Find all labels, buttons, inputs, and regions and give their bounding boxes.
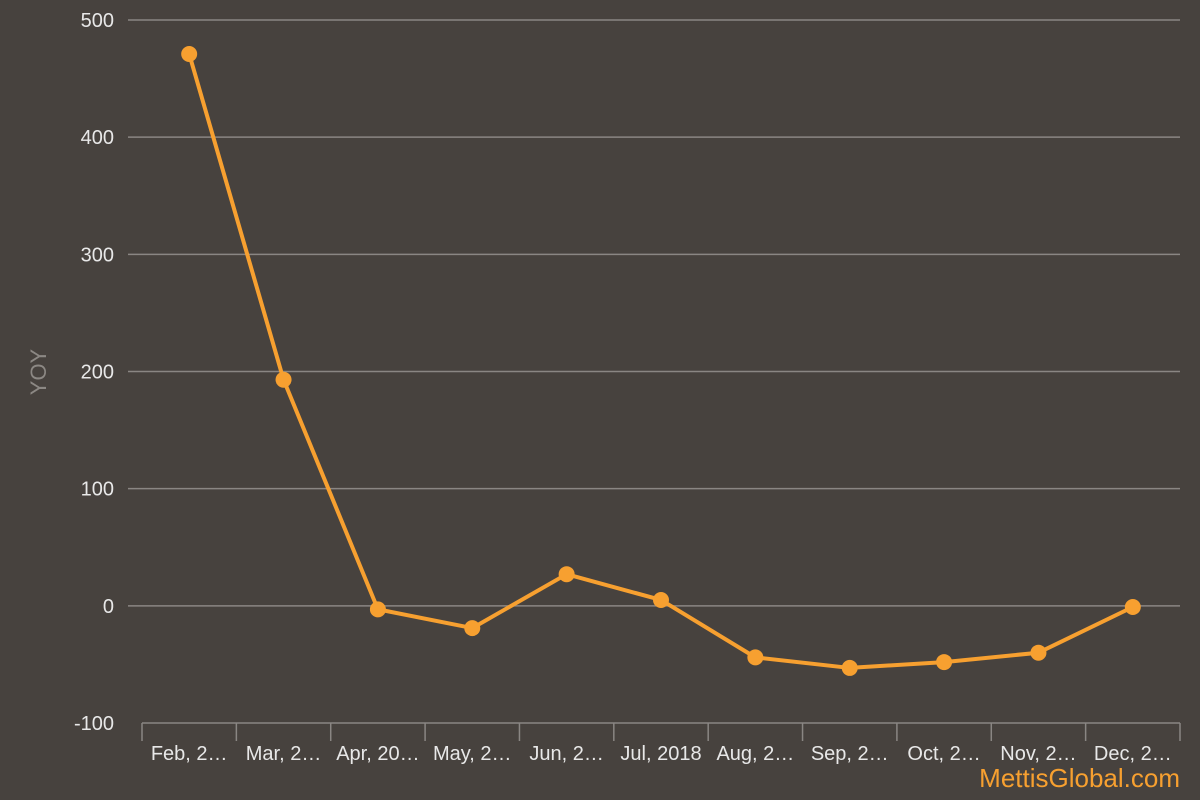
data-point[interactable] <box>747 649 764 666</box>
data-point[interactable] <box>653 591 669 608</box>
x-tick-label: Jun, 2… <box>529 743 603 765</box>
data-point[interactable] <box>936 654 953 671</box>
data-point[interactable] <box>275 371 292 388</box>
y-tick-label: 100 <box>81 479 114 501</box>
series-layer <box>181 45 1141 676</box>
data-point[interactable] <box>181 45 198 62</box>
y-axis: -100 0 100 200 300 400 500 <box>74 10 114 735</box>
x-tick-label: Nov, 2… <box>1000 743 1076 765</box>
y-tick-label: -100 <box>74 713 114 735</box>
data-point[interactable] <box>558 566 575 583</box>
x-tick-label: May, 2… <box>433 743 512 765</box>
y-tick-label: 400 <box>81 127 114 149</box>
y-tick-label: 500 <box>81 10 114 32</box>
data-point[interactable] <box>1124 599 1141 616</box>
x-tick-label: Oct, 2… <box>907 743 980 765</box>
x-tick-label: Feb, 2… <box>151 743 228 765</box>
grid-layer <box>128 19 1180 607</box>
y-axis-title: YOY <box>26 348 51 395</box>
y-tick-label: 0 <box>103 596 114 618</box>
y-tick-label: 300 <box>81 244 114 266</box>
y-tick-label: 200 <box>81 362 114 384</box>
watermark: MettisGlobal.com <box>979 763 1180 793</box>
data-point[interactable] <box>1030 644 1047 661</box>
x-tick-label: Dec, 2… <box>1094 743 1172 765</box>
series-line <box>187 53 1134 670</box>
data-point[interactable] <box>841 659 858 676</box>
x-tick-label: Apr, 20… <box>336 743 419 765</box>
x-axis: Feb, 2… Mar, 2… Apr, 20… May, 2… Jun, 2… Jul,… <box>141 722 1181 765</box>
x-tick-label: Mar, 2… <box>246 743 322 765</box>
data-point[interactable] <box>464 620 481 637</box>
x-tick-label: Jul, 2018 <box>620 743 701 765</box>
x-tick-label: Aug, 2… <box>716 743 794 765</box>
data-point[interactable] <box>369 601 386 618</box>
x-tick-label: Sep, 2… <box>811 743 889 765</box>
